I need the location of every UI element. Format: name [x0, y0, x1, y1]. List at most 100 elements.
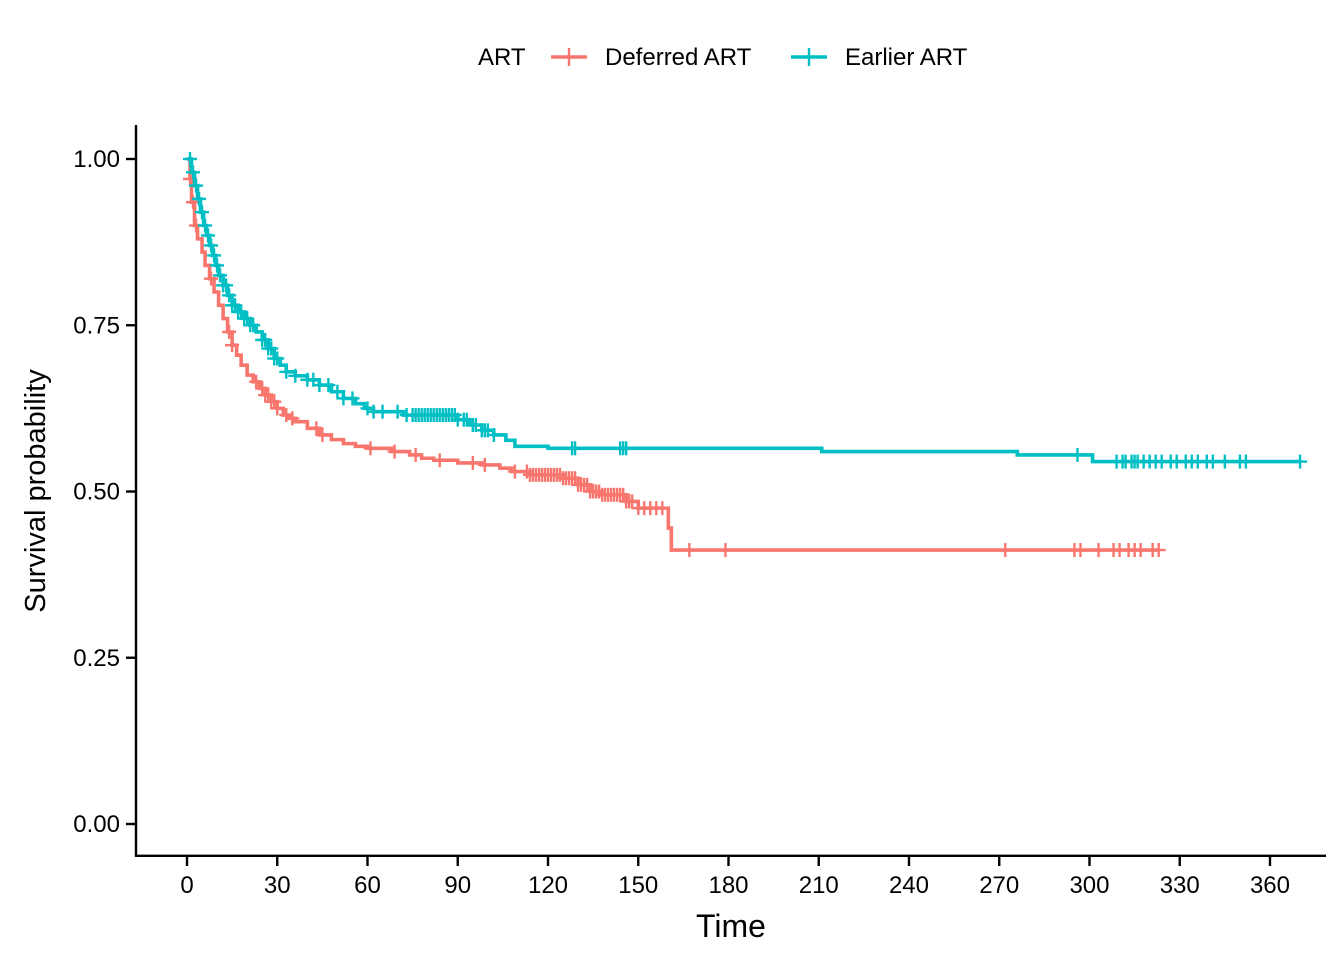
censor-mark-deferred-art — [249, 374, 264, 389]
censor-mark-deferred-art — [261, 388, 276, 403]
censor-mark-deferred-art — [1073, 543, 1088, 558]
x-tick-label: 60 — [354, 872, 381, 899]
censor-mark-earlier-art — [1238, 454, 1253, 469]
censor-mark-earlier-art — [198, 218, 213, 233]
censor-mark-earlier-art — [192, 191, 207, 206]
censor-mark-earlier-art — [246, 318, 261, 333]
censor-mark-earlier-art — [234, 304, 249, 319]
censor-mark-deferred-art — [1133, 543, 1148, 558]
censor-mark-deferred-art — [285, 411, 300, 426]
censor-mark-deferred-art — [616, 487, 631, 502]
censor-mark-deferred-art — [592, 484, 607, 499]
x-tick-label: 150 — [618, 872, 658, 899]
censor-mark-deferred-art — [255, 381, 270, 396]
censor-mark-earlier-art — [189, 178, 204, 193]
censor-mark-earlier-art — [619, 441, 634, 456]
censor-mark-earlier-art — [213, 268, 228, 283]
censor-mark-deferred-art — [432, 453, 447, 468]
survival-curve-earlier-art — [187, 157, 1301, 464]
y-tick-label: 0.50 — [73, 479, 120, 506]
censor-mark-deferred-art — [309, 421, 324, 436]
censor-mark-deferred-art — [222, 324, 237, 339]
y-axis-title: Survival probability — [20, 369, 52, 613]
x-tick-label: 270 — [979, 872, 1019, 899]
censor-mark-deferred-art — [553, 467, 568, 482]
censor-mark-deferred-art — [998, 543, 1013, 558]
legend-label-earlier-art: Earlier ART — [845, 44, 968, 71]
legend: ART Deferred ART Earlier ART — [478, 44, 968, 71]
censor-mark-earlier-art — [390, 404, 405, 419]
censor-mark-earlier-art — [1293, 454, 1308, 469]
y-tick-label: 0.75 — [73, 312, 120, 339]
censor-mark-deferred-art — [718, 543, 733, 558]
censor-mark-earlier-art — [219, 278, 234, 293]
survival-curve-deferred-art — [187, 157, 1159, 552]
censor-mark-deferred-art — [204, 271, 219, 286]
x-tick-label: 30 — [264, 872, 291, 899]
x-tick-label: 120 — [528, 872, 568, 899]
censor-mark-earlier-art — [330, 384, 345, 399]
censor-mark-earlier-art — [183, 152, 198, 166]
censor-mark-deferred-art — [315, 427, 330, 442]
censor-mark-deferred-art — [186, 195, 201, 210]
censor-mark-earlier-art — [270, 351, 285, 366]
x-axis-title: Time — [696, 908, 766, 944]
censor-mark-deferred-art — [1151, 543, 1166, 558]
censor-mark-earlier-art — [222, 288, 237, 303]
censor-mark-earlier-art — [1205, 454, 1220, 469]
censor-mark-earlier-art — [207, 248, 222, 263]
censor-mark-deferred-art — [519, 464, 534, 479]
censor-mark-deferred-art — [1091, 543, 1106, 558]
censor-mark-deferred-art — [682, 543, 697, 558]
x-tick-label: 330 — [1160, 872, 1200, 899]
censor-mark-earlier-art — [201, 228, 216, 243]
censor-mark-earlier-art — [186, 165, 201, 180]
x-tick-label: 0 — [180, 872, 193, 899]
censor-mark-deferred-art — [363, 441, 378, 456]
x-tick-label: 180 — [708, 872, 748, 899]
legend-label-deferred-art: Deferred ART — [605, 44, 752, 71]
censor-mark-earlier-art — [568, 441, 583, 456]
censor-mark-deferred-art — [655, 501, 670, 516]
censor-mark-earlier-art — [240, 311, 255, 326]
censor-mark-deferred-art — [225, 338, 240, 353]
censor-mark-deferred-art — [507, 464, 522, 479]
censor-mark-deferred-art — [568, 471, 583, 486]
censor-mark-earlier-art — [1070, 447, 1085, 462]
censor-mark-earlier-art — [486, 427, 501, 442]
censor-mark-earlier-art — [1217, 454, 1232, 469]
censor-mark-earlier-art — [228, 298, 243, 313]
censor-mark-earlier-art — [375, 404, 390, 419]
x-tick-label: 300 — [1069, 872, 1109, 899]
axis-ticks: 0 30 60 90 120 150 180 210 240 270 300 330 360 0.00 0.… — [73, 146, 1290, 899]
censor-mark-deferred-art — [477, 457, 492, 472]
censor-mark-earlier-art — [288, 368, 303, 383]
censor-mark-deferred-art — [408, 447, 423, 462]
censor-mark-earlier-art — [360, 401, 375, 416]
censor-mark-deferred-art — [267, 394, 282, 409]
censor-mark-earlier-art — [264, 341, 279, 356]
censor-mark-deferred-art — [465, 455, 480, 470]
censor-mark-earlier-art — [279, 364, 294, 379]
legend-item-deferred-art: Deferred ART — [551, 44, 752, 71]
x-tick-label: 240 — [889, 872, 929, 899]
y-tick-label: 0.00 — [73, 811, 120, 838]
x-tick-label: 360 — [1250, 872, 1290, 899]
y-tick-label: 0.25 — [73, 645, 120, 672]
censor-mark-deferred-art — [387, 444, 402, 459]
legend-item-earlier-art: Earlier ART — [791, 44, 968, 71]
plot-area — [183, 152, 1308, 558]
censor-mark-deferred-art — [279, 408, 294, 423]
censor-mark-deferred-art — [580, 477, 595, 492]
censor-mark-earlier-art — [321, 378, 336, 393]
x-tick-label: 210 — [799, 872, 839, 899]
legend-title: ART — [478, 44, 526, 71]
censor-mark-earlier-art — [345, 391, 360, 406]
censor-mark-earlier-art — [195, 205, 210, 220]
censor-mark-earlier-art — [204, 238, 219, 253]
x-tick-label: 90 — [444, 872, 471, 899]
censor-mark-deferred-art — [270, 401, 285, 416]
y-tick-label: 1.00 — [73, 146, 120, 173]
censor-mark-earlier-art — [210, 258, 225, 273]
